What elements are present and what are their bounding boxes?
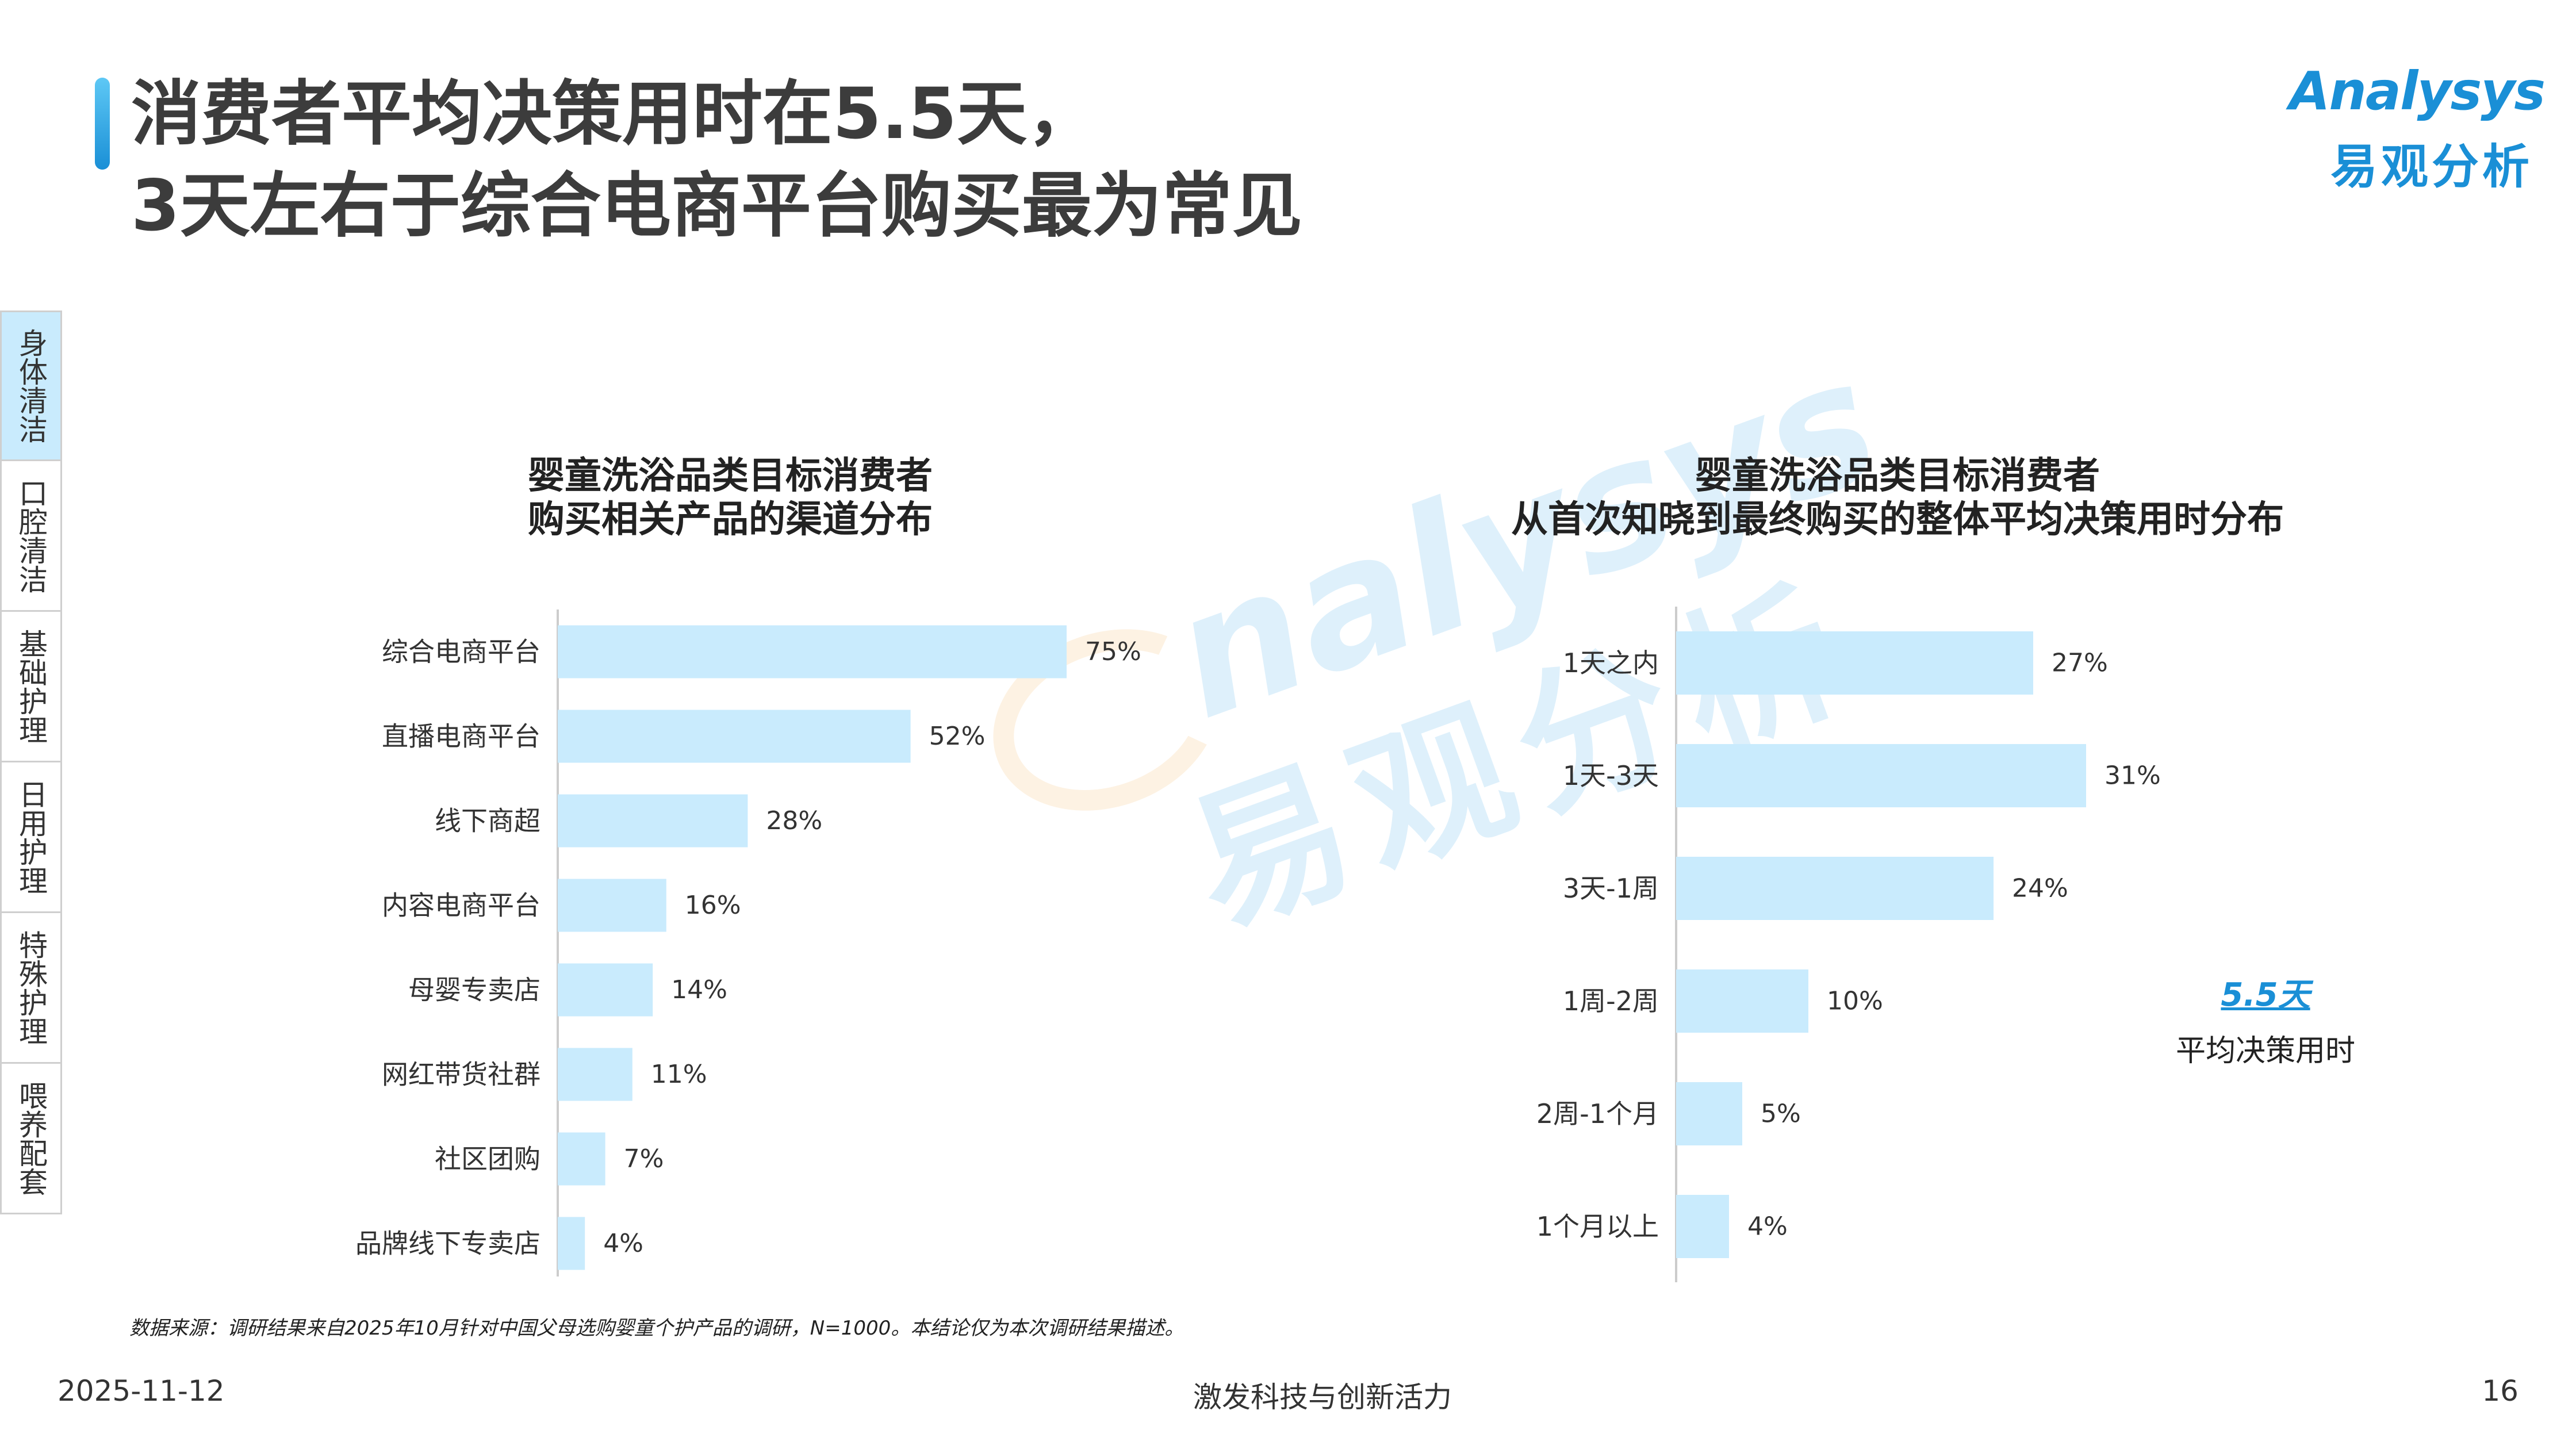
- page-number: 16: [2482, 1374, 2518, 1408]
- decision-time-value-label-4: 5%: [1761, 1099, 1801, 1129]
- page-title-line1: 消费者平均决策用时在5.5天，: [131, 73, 1098, 155]
- channel-value-label-5: 11%: [651, 1060, 707, 1089]
- channel-category-label-0: 综合电商平台: [382, 637, 540, 668]
- average-decision-time-value: 5.5天: [2221, 976, 2310, 1014]
- footer-date: 2025-11-12: [57, 1374, 225, 1408]
- channel-bar-1: [558, 710, 911, 763]
- side-tab-feeding[interactable]: 喂养配套: [0, 1064, 62, 1214]
- channel-category-label-7: 品牌线下专卖店: [355, 1228, 540, 1259]
- decision-time-chart-title-line1: 婴童洗浴品类目标消费者: [1695, 455, 2100, 497]
- side-tab-body-cleaning[interactable]: 身体清洁: [0, 310, 62, 461]
- channel-category-label-2: 线下商超: [435, 806, 540, 837]
- channel-bar-0: [558, 625, 1067, 678]
- side-tab-oral-cleaning[interactable]: 口腔清洁: [0, 461, 62, 612]
- channel-value-label-2: 28%: [766, 806, 822, 835]
- logo-text-en: Analysys: [2289, 60, 2546, 122]
- channel-bar-5: [558, 1048, 632, 1101]
- decision-time-chart-title: 婴童洗浴品类目标消费者 从首次知晓到最终购买的整体平均决策用时分布: [1409, 454, 2386, 542]
- channel-chart-title-line2: 购买相关产品的渠道分布: [528, 499, 933, 541]
- channel-value-label-6: 7%: [624, 1144, 664, 1174]
- decision-time-category-label-3: 1周-2周: [1563, 986, 1659, 1017]
- channel-category-label-6: 社区团购: [435, 1144, 540, 1175]
- decision-time-bar-3: [1676, 969, 1808, 1033]
- channel-bar-6: [558, 1132, 605, 1186]
- decision-time-chart-title-line2: 从首次知晓到最终购买的整体平均决策用时分布: [1511, 499, 2284, 541]
- channel-chart-title-line1: 婴童洗浴品类目标消费者: [528, 455, 933, 497]
- channel-category-label-5: 网红带货社群: [382, 1059, 540, 1090]
- channel-value-label-7: 4%: [603, 1229, 643, 1258]
- decision-time-category-label-2: 3天-1周: [1563, 873, 1659, 904]
- side-tab-daily-care[interactable]: 日用护理: [0, 762, 62, 913]
- decision-time-value-label-5: 4%: [1747, 1212, 1788, 1241]
- decision-time-value-label-2: 24%: [2012, 874, 2068, 903]
- logo-text-zh: 易观分析: [2330, 140, 2533, 194]
- channel-bar-7: [558, 1217, 585, 1270]
- decision-time-category-label-0: 1天之内: [1563, 647, 1659, 678]
- decision-time-bar-2: [1676, 857, 1994, 920]
- average-decision-time-label: 平均决策用时: [2175, 1034, 2355, 1068]
- decision-time-bar-1: [1676, 744, 2086, 807]
- decision-time-category-label-5: 1个月以上: [1536, 1211, 1659, 1242]
- decision-time-category-label-4: 2周-1个月: [1536, 1098, 1659, 1129]
- side-tab-special-care[interactable]: 特殊护理: [0, 913, 62, 1064]
- analysys-logo: Analysys 易观分析: [2289, 60, 2546, 194]
- category-side-tabs: 身体清洁 口腔清洁 基础护理 日用护理 特殊护理 喂养配套: [0, 310, 63, 1214]
- decision-time-value-label-3: 10%: [1827, 987, 1883, 1016]
- channel-category-label-4: 母婴专卖店: [408, 975, 540, 1006]
- channel-chart-title: 婴童洗浴品类目标消费者 购买相关产品的渠道分布: [402, 454, 1058, 542]
- decision-time-bar-4: [1676, 1082, 1742, 1145]
- decision-time-bar-5: [1676, 1195, 1729, 1258]
- channel-value-label-4: 14%: [671, 975, 727, 1005]
- title-accent-bar: [95, 78, 110, 170]
- channel-category-label-3: 内容电商平台: [382, 890, 540, 921]
- channel-category-label-1: 直播电商平台: [382, 721, 540, 752]
- decision-time-value-label-0: 27%: [2052, 649, 2108, 678]
- decision-time-category-label-1: 1天-3天: [1563, 760, 1659, 791]
- channel-bar-3: [558, 879, 666, 932]
- decision-time-bar-0: [1676, 631, 2033, 695]
- channel-bar-2: [558, 794, 748, 848]
- data-source-note: 数据来源：调研结果来自2025年10月针对中国父母选购婴童个护产品的调研，N=1…: [129, 1317, 1184, 1340]
- channel-value-label-1: 52%: [929, 722, 986, 751]
- channel-bar-4: [558, 963, 653, 1017]
- side-tab-basic-care[interactable]: 基础护理: [0, 612, 62, 762]
- footer-slogan: 激发科技与创新活力: [1193, 1381, 1452, 1414]
- page-title-line2: 3天左右于综合电商平台购买最为常见: [131, 165, 1302, 247]
- page-title: 消费者平均决策用时在5.5天， 3天左右于综合电商平台购买最为常见: [131, 68, 1302, 252]
- channel-value-label-3: 16%: [685, 891, 741, 920]
- decision-time-value-label-1: 31%: [2104, 761, 2161, 791]
- channel-value-label-0: 75%: [1085, 637, 1141, 666]
